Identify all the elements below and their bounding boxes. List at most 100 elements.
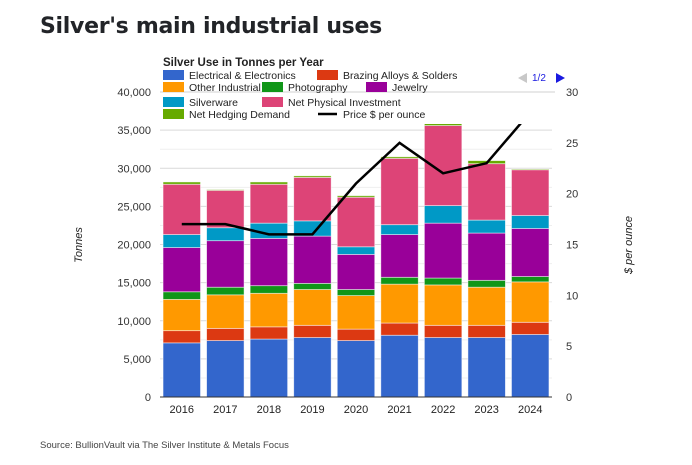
bar-stack-2020[interactable]	[336, 195, 376, 398]
bar-segment-net-physical-investment[interactable]	[467, 163, 506, 221]
bar-segment-brazing-alloys-solders[interactable]	[162, 330, 201, 344]
bar-segment-net-physical-investment[interactable]	[162, 183, 201, 235]
legend-item-price[interactable]: Price $ per ounce	[318, 109, 425, 121]
bar-stack-2023[interactable]	[467, 160, 506, 398]
bar-segment-photography[interactable]	[511, 276, 550, 283]
legend-swatch	[163, 97, 184, 107]
legend-item-electrical-electronics[interactable]: Electrical & Electronics	[163, 70, 296, 82]
bar-segment-electrical-electronics[interactable]	[249, 338, 289, 398]
legend-label: Price $ per ounce	[343, 109, 425, 121]
bar-segment-other-industrial[interactable]	[162, 298, 201, 332]
legend-item-net-hedging-demand[interactable]: Net Hedging Demand	[163, 109, 290, 121]
legend-item-jewelry[interactable]: Jewelry	[366, 82, 428, 94]
bar-segment-net-hedging-demand[interactable]	[336, 195, 376, 198]
legend-item-net-physical-investment[interactable]: Net Physical Investment	[262, 97, 401, 109]
bar-segment-jewelry[interactable]	[249, 237, 289, 287]
bar-segment-electrical-electronics[interactable]	[293, 337, 332, 398]
legend-item-silverware[interactable]: Silverware	[163, 97, 238, 109]
x-tick-label: 2020	[344, 404, 368, 416]
bar-segment-other-industrial[interactable]	[206, 294, 245, 329]
bar-segment-net-physical-investment[interactable]	[293, 176, 332, 222]
bar-stack-2021[interactable]	[380, 156, 419, 398]
bar-segment-other-industrial[interactable]	[293, 289, 332, 326]
legend-pager[interactable]: 1/2	[518, 73, 565, 84]
legend-swatch	[163, 70, 184, 80]
bar-segment-electrical-electronics[interactable]	[511, 334, 550, 398]
bar-segment-photography[interactable]	[467, 279, 506, 288]
bar-stack-2018[interactable]	[249, 181, 289, 398]
bar-segment-net-hedging-demand[interactable]	[511, 168, 550, 171]
legend-swatch	[163, 82, 184, 92]
bar-segment-jewelry[interactable]	[162, 247, 201, 293]
bar-segment-jewelry[interactable]	[467, 232, 506, 281]
bar-stack-2019[interactable]	[293, 175, 332, 398]
legend: Electrical & Electronics Brazing Alloys &…	[160, 58, 560, 124]
bar-segment-net-physical-investment[interactable]	[249, 183, 289, 224]
bar-segment-electrical-electronics[interactable]	[162, 342, 201, 398]
bar-segment-photography[interactable]	[336, 289, 376, 296]
triangle-right-icon[interactable]	[556, 73, 565, 83]
bar-segment-photography[interactable]	[423, 277, 463, 286]
bar-segment-net-hedging-demand[interactable]	[249, 181, 289, 185]
bar-stack-2016[interactable]	[162, 181, 201, 398]
bar-segment-jewelry[interactable]	[293, 235, 332, 284]
bar-segment-net-physical-investment[interactable]	[380, 157, 419, 226]
bar-segment-brazing-alloys-solders[interactable]	[293, 324, 332, 338]
bar-segment-other-industrial[interactable]	[423, 284, 463, 326]
x-tick-label: 2016	[170, 404, 194, 416]
legend-item-photography[interactable]: Photography	[262, 82, 348, 94]
bar-segment-other-industrial[interactable]	[380, 283, 419, 324]
bar-segment-photography[interactable]	[380, 276, 419, 285]
bar-segment-electrical-electronics[interactable]	[423, 337, 463, 398]
bar-segment-other-industrial[interactable]	[467, 286, 506, 326]
bar-segment-brazing-alloys-solders[interactable]	[249, 326, 289, 340]
bar-segment-brazing-alloys-solders[interactable]	[206, 327, 245, 341]
bar-segment-silverware[interactable]	[336, 246, 376, 255]
bar-segment-electrical-electronics[interactable]	[206, 340, 245, 398]
legend-item-brazing-alloys-solders[interactable]: Brazing Alloys & Solders	[317, 70, 457, 82]
bar-segment-brazing-alloys-solders[interactable]	[336, 328, 376, 341]
bar-segment-other-industrial[interactable]	[511, 281, 550, 323]
bar-segment-photography[interactable]	[162, 291, 201, 300]
bar-segment-brazing-alloys-solders[interactable]	[423, 324, 463, 338]
bar-segment-net-hedging-demand[interactable]	[380, 156, 419, 159]
bar-segment-net-physical-investment[interactable]	[336, 196, 376, 248]
bar-segment-electrical-electronics[interactable]	[467, 337, 506, 398]
bar-segment-photography[interactable]	[249, 285, 289, 294]
y-tick-label: 30,000	[117, 163, 151, 175]
bar-segment-brazing-alloys-solders[interactable]	[380, 322, 419, 336]
bar-segment-silverware[interactable]	[162, 234, 201, 248]
bar-stack-2024[interactable]	[511, 168, 550, 398]
bar-segment-photography[interactable]	[206, 286, 245, 296]
bar-segment-silverware[interactable]	[380, 224, 419, 235]
bar-segment-jewelry[interactable]	[336, 254, 376, 290]
axes: 0 5,000 10,000 15,000 20,000 25,000 30,000 35,0…	[117, 87, 578, 416]
bar-segment-brazing-alloys-solders[interactable]	[467, 324, 506, 338]
bar-segment-silverware[interactable]	[511, 215, 550, 229]
bar-segment-net-hedging-demand[interactable]	[293, 175, 332, 178]
bar-segment-electrical-electronics[interactable]	[380, 334, 419, 398]
bar-segment-jewelry[interactable]	[206, 240, 245, 288]
bar-segment-brazing-alloys-solders[interactable]	[511, 321, 550, 335]
bar-stack-2022[interactable]	[423, 122, 463, 398]
legend-item-other-industrial[interactable]: Other Industrial	[163, 82, 261, 94]
triangle-left-icon[interactable]	[518, 73, 527, 83]
bar-segment-silverware[interactable]	[206, 227, 245, 242]
legend-label: Photography	[288, 82, 348, 94]
bar-segment-net-hedging-demand[interactable]	[162, 181, 201, 185]
bar-segment-electrical-electronics[interactable]	[336, 340, 376, 398]
bar-segment-other-industrial[interactable]	[249, 292, 289, 328]
y-tick-label: 40,000	[117, 87, 151, 99]
bar-stack-2017[interactable]	[206, 189, 245, 398]
y2-tick-label: 0	[566, 392, 572, 404]
bar-segment-photography[interactable]	[293, 282, 332, 290]
bar-segment-net-physical-investment[interactable]	[206, 189, 245, 229]
bar-segment-silverware[interactable]	[467, 219, 506, 234]
bar-segment-jewelry[interactable]	[423, 222, 463, 279]
bar-segment-other-industrial[interactable]	[336, 295, 376, 330]
bar-segment-net-physical-investment[interactable]	[511, 169, 550, 216]
bar-segment-net-hedging-demand[interactable]	[206, 189, 245, 191]
bar-segment-jewelry[interactable]	[380, 234, 419, 278]
bar-segment-jewelry[interactable]	[511, 228, 550, 277]
bar-segment-silverware[interactable]	[423, 205, 463, 224]
